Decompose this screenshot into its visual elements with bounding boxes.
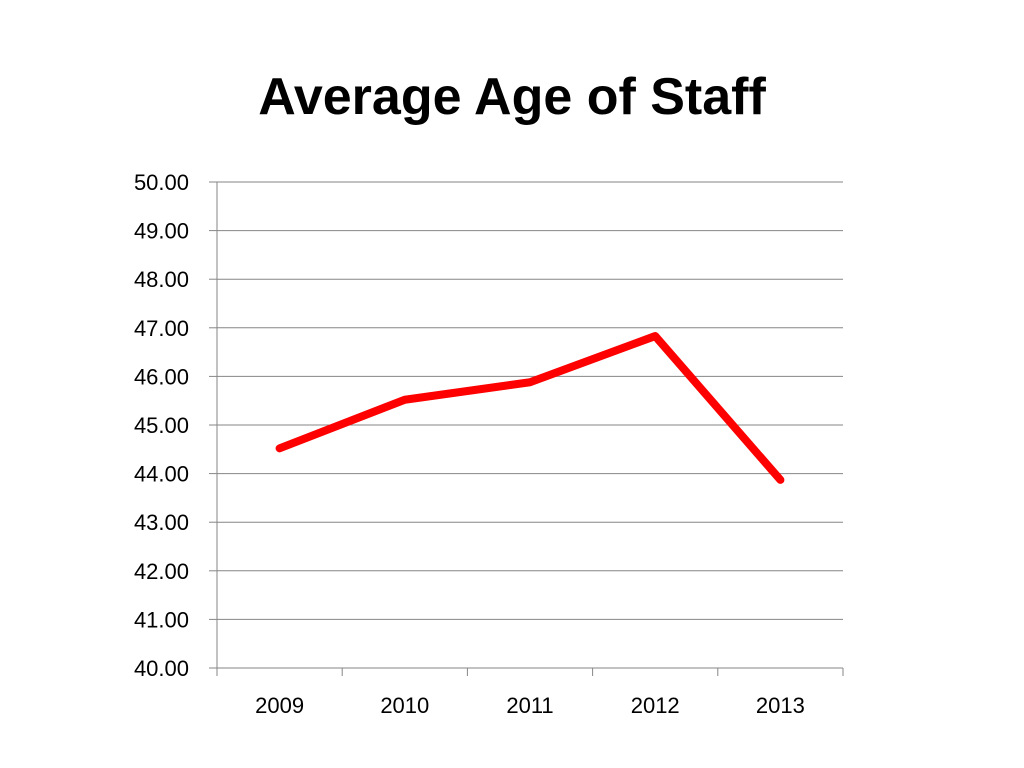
y-tick-label: 43.00 [134,510,189,535]
y-tick-label: 40.00 [134,656,189,681]
series-layer [275,332,785,484]
y-tick-label: 44.00 [134,462,189,487]
axes [209,181,844,676]
x-axis-tick-labels: 2009 2010 2011 2012 2013 [255,693,805,718]
x-tick-label: 2011 [506,693,553,718]
x-tick-label: 2009 [255,693,304,718]
y-tick-label: 42.00 [134,559,189,584]
gridlines [217,181,843,620]
y-axis-tick-labels: 40.00 41.00 42.00 43.00 44.00 45.00 46.00 47.00… [134,170,189,681]
series-line [275,332,785,484]
y-tick-label: 47.00 [134,316,189,341]
y-tick-label: 49.00 [134,219,189,244]
y-tick-label: 41.00 [134,607,189,632]
y-tick-label: 46.00 [134,364,189,389]
y-tick-label: 50.00 [134,170,189,195]
chart-title: Average Age of Staff [258,68,766,126]
x-tick-label: 2010 [380,693,429,718]
y-tick-label: 48.00 [134,267,189,292]
x-tick-label: 2013 [756,693,805,718]
y-tick-label: 45.00 [134,413,189,438]
x-tick-label: 2012 [631,693,680,718]
